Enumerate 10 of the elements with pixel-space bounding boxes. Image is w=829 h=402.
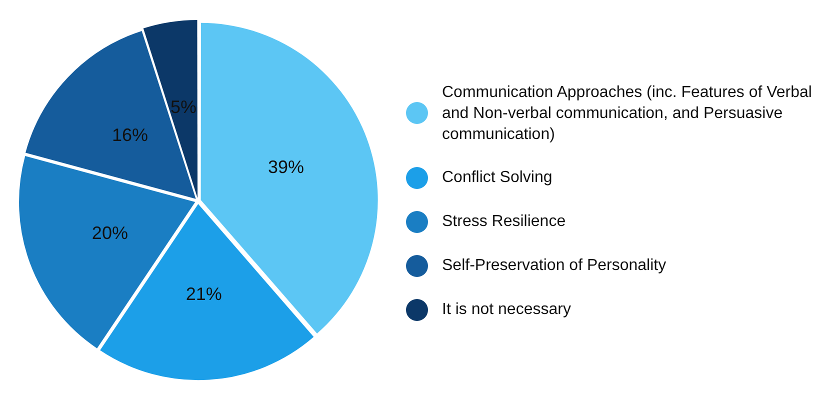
- legend-label: Stress Resilience: [442, 212, 566, 232]
- legend-label: Conflict Solving: [442, 168, 552, 188]
- legend-label: It is not necessary: [442, 300, 571, 320]
- data-label: 16%: [112, 125, 148, 146]
- legend-label: Communication Approaches (inc. Features of Verbal and Non-verbal communication, and Persuasive communication): [442, 82, 813, 144]
- data-label: 5%: [170, 97, 196, 118]
- data-label: 21%: [186, 284, 222, 304]
- legend-label: Self-Preservation of Personality: [442, 256, 666, 276]
- data-label: 39%: [268, 157, 304, 178]
- data-label: 20%: [92, 222, 128, 243]
